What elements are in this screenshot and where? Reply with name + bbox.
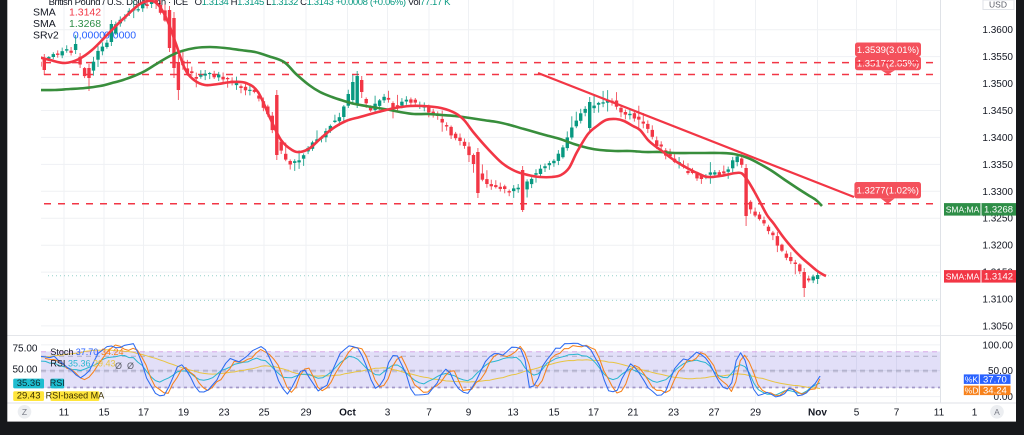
svg-text:35.36: 35.36 xyxy=(68,358,91,368)
svg-text:7: 7 xyxy=(426,408,432,419)
svg-text:1: 1 xyxy=(972,408,978,419)
svg-text:British Pound / U.S. Dollar ·: British Pound / U.S. Dollar · 4h · ICE O… xyxy=(49,0,452,8)
svg-text:1.3450: 1.3450 xyxy=(982,106,1013,117)
svg-text:1.3550: 1.3550 xyxy=(982,52,1013,63)
svg-text:1.3050: 1.3050 xyxy=(982,321,1013,332)
svg-text:RSI-based MA: RSI-based MA xyxy=(46,391,105,401)
svg-text:1.3268: 1.3268 xyxy=(69,18,101,30)
svg-text:Z: Z xyxy=(22,407,27,417)
svg-text:%D: %D xyxy=(965,386,979,396)
svg-text:1.3400: 1.3400 xyxy=(982,133,1013,144)
svg-text:USD: USD xyxy=(989,0,1007,10)
svg-text:SMA: SMA xyxy=(33,7,56,19)
svg-text:1.3600: 1.3600 xyxy=(982,25,1013,36)
svg-text:0.0000: 0.0000 xyxy=(104,30,136,42)
svg-text:SMA:MA: SMA:MA xyxy=(946,272,980,282)
svg-text:29: 29 xyxy=(750,408,762,419)
svg-text:Ø: Ø xyxy=(115,361,122,371)
svg-text:23: 23 xyxy=(218,408,230,419)
svg-text:RSI: RSI xyxy=(50,358,65,368)
svg-text:Nov: Nov xyxy=(808,408,827,419)
svg-text:15: 15 xyxy=(548,408,560,419)
svg-text:1.3250: 1.3250 xyxy=(982,214,1013,225)
svg-text:1.3350: 1.3350 xyxy=(982,160,1013,171)
svg-text:17: 17 xyxy=(588,408,600,419)
svg-text:RSI: RSI xyxy=(50,378,65,388)
svg-text:3: 3 xyxy=(385,408,391,419)
svg-text:7: 7 xyxy=(894,408,900,419)
svg-text:1.3517(2.85%): 1.3517(2.85%) xyxy=(857,59,919,70)
svg-text:13: 13 xyxy=(507,408,519,419)
svg-text:0.00: 0.00 xyxy=(994,392,1014,403)
svg-text:1.3300: 1.3300 xyxy=(982,187,1013,198)
svg-text:1.3277(1.02%): 1.3277(1.02%) xyxy=(857,186,919,197)
svg-text:0,0000: 0,0000 xyxy=(73,30,105,42)
svg-text:A: A xyxy=(994,407,1000,417)
svg-text:29.43: 29.43 xyxy=(17,391,41,402)
svg-text:17: 17 xyxy=(138,408,150,419)
svg-text:1.3500: 1.3500 xyxy=(982,79,1013,90)
svg-text:50.00: 50.00 xyxy=(12,365,37,376)
svg-text:1.3142: 1.3142 xyxy=(69,7,101,19)
svg-text:50.00: 50.00 xyxy=(988,366,1013,377)
svg-text:34.24: 34.24 xyxy=(101,347,124,357)
svg-text:1.3268: 1.3268 xyxy=(984,205,1013,216)
svg-text:SRv2: SRv2 xyxy=(33,30,59,42)
svg-text:SMA: SMA xyxy=(33,18,56,30)
svg-text:Ø: Ø xyxy=(127,361,134,371)
svg-text:Oct: Oct xyxy=(339,408,356,419)
svg-text:21: 21 xyxy=(627,408,639,419)
svg-text:75.00: 75.00 xyxy=(12,343,37,354)
svg-text:23: 23 xyxy=(668,408,680,419)
svg-text:27: 27 xyxy=(708,408,720,419)
svg-text:19: 19 xyxy=(178,408,190,419)
svg-text:100.00: 100.00 xyxy=(982,340,1013,351)
svg-text:1.3539(3.01%): 1.3539(3.01%) xyxy=(857,45,919,56)
svg-text:%K: %K xyxy=(965,374,979,384)
svg-text:1.3200: 1.3200 xyxy=(982,241,1013,252)
svg-text:37.70: 37.70 xyxy=(76,347,99,357)
svg-text:29: 29 xyxy=(300,408,312,419)
svg-text:15: 15 xyxy=(98,408,110,419)
svg-text:35.36: 35.36 xyxy=(17,378,41,389)
svg-text:25: 25 xyxy=(258,408,270,419)
svg-text:11: 11 xyxy=(934,408,945,419)
svg-text:Stoch: Stoch xyxy=(50,347,73,357)
svg-text:5: 5 xyxy=(854,408,860,419)
svg-text:1.3142: 1.3142 xyxy=(984,272,1013,283)
svg-text:9: 9 xyxy=(466,408,472,419)
svg-text:11: 11 xyxy=(59,408,70,419)
svg-text:37.70: 37.70 xyxy=(983,374,1007,385)
svg-text:SMA:MA: SMA:MA xyxy=(946,205,980,215)
svg-text:1.3100: 1.3100 xyxy=(982,295,1013,306)
svg-text:34.24: 34.24 xyxy=(983,386,1007,397)
svg-text:29.43: 29.43 xyxy=(93,358,116,368)
